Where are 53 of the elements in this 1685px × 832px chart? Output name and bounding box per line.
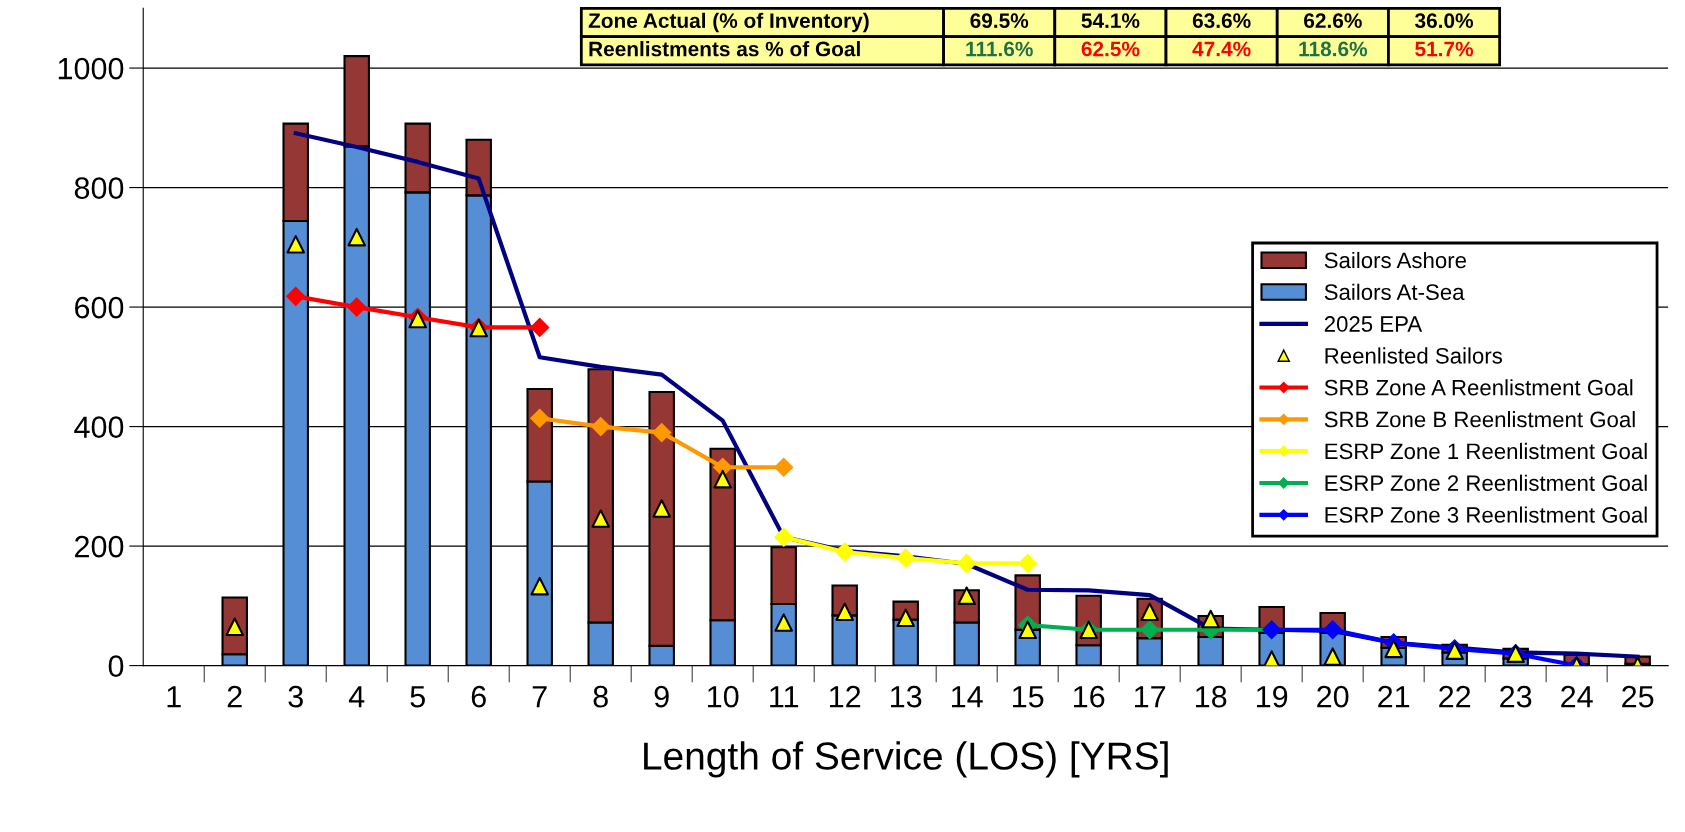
x-tick-label: 13 [891, 685, 922, 708]
annotation: 62.5% [1081, 41, 1140, 57]
x-tick-label: 14 [952, 686, 983, 708]
x-tick-label: 24 [1561, 685, 1593, 708]
x-tick-label: 21 [1378, 685, 1410, 708]
x-tick-label: 6 [471, 685, 486, 708]
x-tick-label: 4 [348, 686, 365, 708]
x-tick-label: 2 [227, 685, 242, 708]
x-tick-label: 7 [532, 686, 547, 708]
legend-label: Sailors Ashore [1324, 251, 1467, 269]
x-tick-label: 11 [770, 686, 799, 708]
x-tick-label: 9 [654, 685, 669, 708]
y-tick-label: 600 [75, 296, 124, 319]
y-tick-label: 0 [108, 655, 124, 677]
legend-label: SRB Zone B Reenlistment Goal [1324, 411, 1635, 428]
x-tick-label: 16 [1074, 685, 1105, 708]
x-tick-label: 19 [1257, 685, 1288, 708]
annotation: 51.7% [1415, 41, 1474, 57]
annotation: 69.5% [970, 13, 1029, 29]
x-tick-label: 18 [1196, 685, 1227, 708]
x-tick-label: 25 [1622, 685, 1654, 708]
x-axis-title: Length of Service (LOS) [YRS] [644, 741, 1168, 778]
annotation: 118.6% [1299, 41, 1368, 57]
y-tick-label: 400 [74, 416, 124, 438]
x-tick-label: 23 [1500, 685, 1532, 708]
annotation: 62.6% [1304, 13, 1362, 29]
x-tick-label: 8 [593, 685, 608, 708]
legend-label: Sailors At-Sea [1324, 283, 1465, 301]
x-tick-label: 15 [1013, 686, 1044, 708]
legend-label: Reenlisted Sailors [1325, 347, 1503, 364]
x-tick-label: 17 [1135, 686, 1166, 708]
annotation: 54.1% [1081, 13, 1140, 29]
legend-label: ESRP Zone 1 Reenlistment Goal [1325, 442, 1647, 460]
legend-label: 2025 EPA [1324, 316, 1423, 332]
annotation: Reenlistments as % of Goal [589, 41, 860, 57]
y-tick-label: 200 [75, 535, 124, 558]
annotation: 111.6% [966, 41, 1033, 57]
annotation: 36.0% [1414, 13, 1474, 29]
x-tick-label: 22 [1439, 685, 1471, 708]
y-tick-label: 800 [74, 177, 124, 199]
x-tick-label: 12 [830, 685, 861, 708]
x-tick-label: 3 [288, 685, 303, 708]
legend-label: SRB Zone A Reenlistment Goal [1324, 379, 1633, 396]
x-tick-label: 20 [1317, 685, 1349, 708]
x-tick-label: 5 [410, 686, 425, 708]
legend-label: ESRP Zone 3 Reenlistment Goal [1325, 506, 1647, 523]
x-tick-label: 10 [708, 685, 739, 708]
y-tick-label: 1000 [58, 57, 124, 80]
annotation: Zone Actual (% of Inventory) [588, 12, 869, 33]
annotation: 63.6% [1192, 13, 1251, 29]
annotation: 47.4% [1192, 41, 1251, 57]
legend-label: ESRP Zone 2 Reenlistment Goal [1325, 474, 1647, 491]
x-tick-label: 1 [167, 686, 181, 708]
